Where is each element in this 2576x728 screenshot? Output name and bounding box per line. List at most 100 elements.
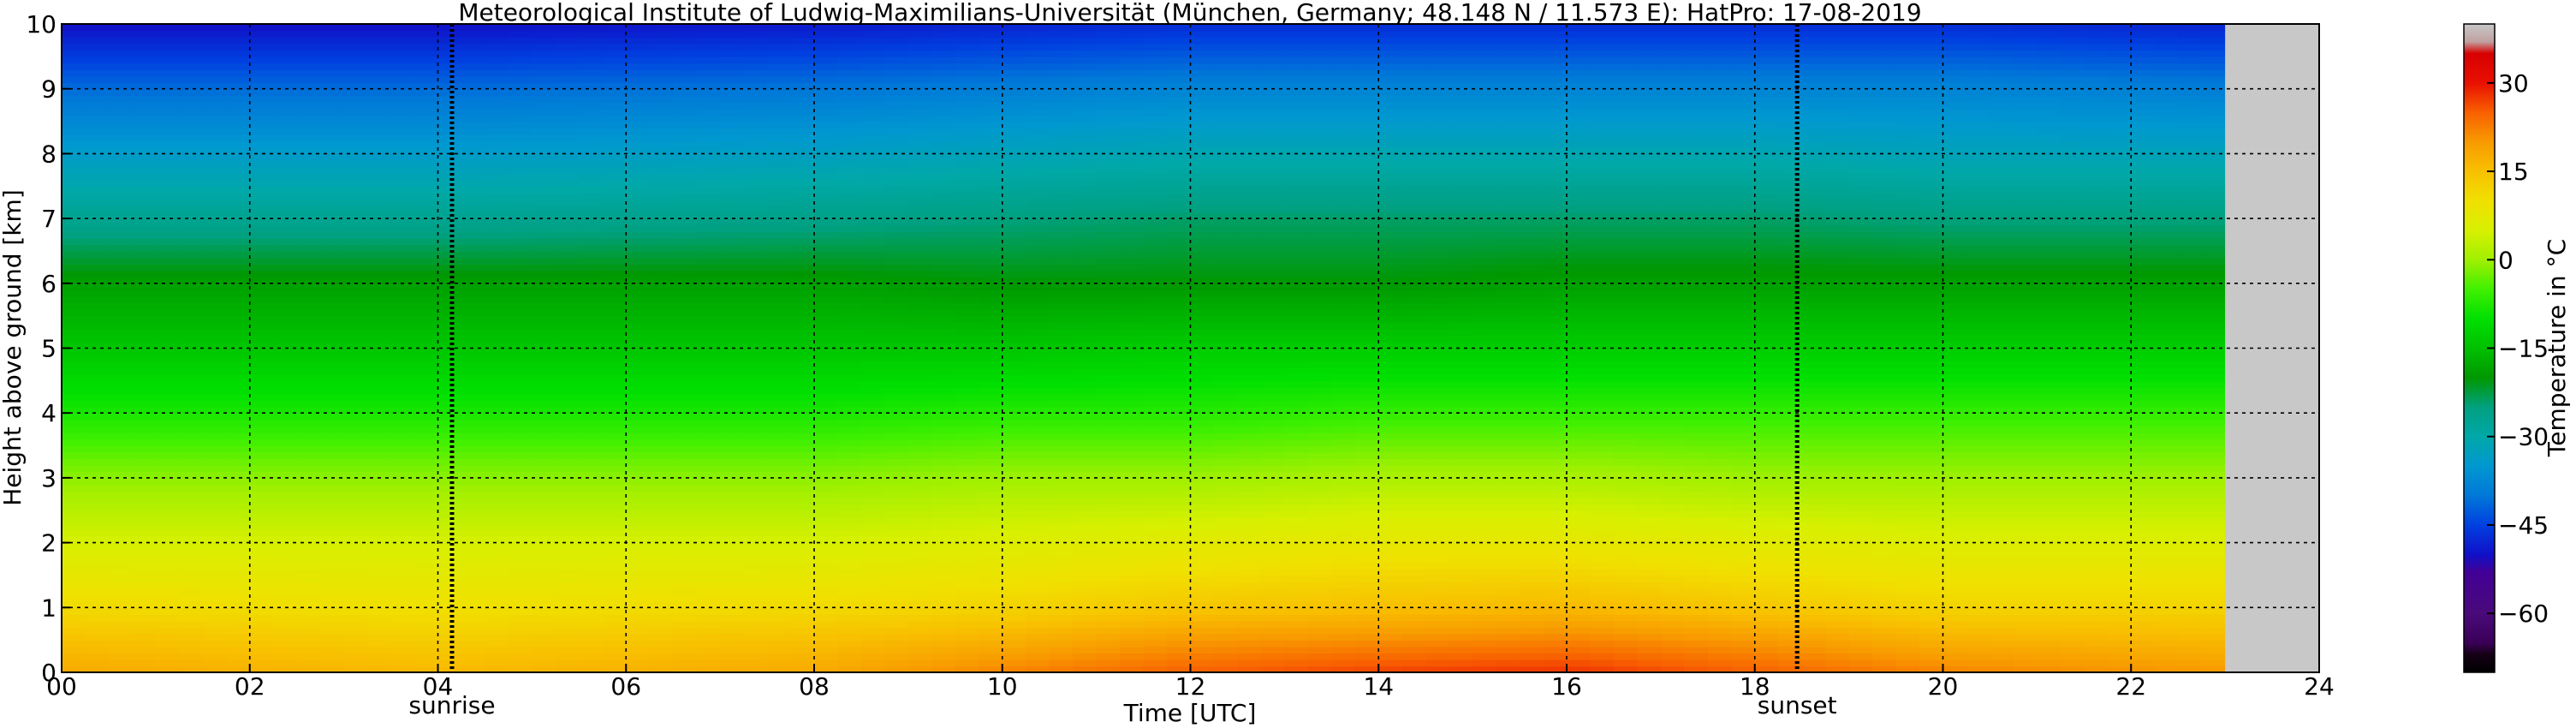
heatmap-cell (1190, 69, 1215, 77)
heatmap-cell (1120, 205, 1145, 213)
heatmap-cell (1026, 30, 1050, 38)
heatmap-cell (955, 361, 980, 369)
heatmap-cell (202, 445, 228, 453)
heatmap-cell (1002, 264, 1027, 272)
heatmap-cell (602, 302, 628, 310)
heatmap-cell (320, 192, 345, 200)
heatmap-cell (626, 600, 651, 609)
heatmap-cell (85, 458, 110, 466)
heatmap-cell (320, 218, 345, 226)
heatmap-cell (743, 179, 768, 188)
heatmap-cell (155, 393, 181, 401)
heatmap-cell (179, 88, 204, 97)
heatmap-cell (837, 264, 862, 272)
heatmap-cell (1143, 218, 1168, 226)
heatmap-cell (273, 270, 298, 278)
heatmap-cell (179, 43, 204, 51)
heatmap-cell (202, 600, 228, 609)
heatmap-cell (1167, 607, 1192, 615)
heatmap-cell (743, 50, 768, 57)
heatmap-cell (85, 153, 110, 161)
heatmap-cell (955, 24, 980, 32)
heatmap-cell (1167, 192, 1192, 200)
heatmap-cell (296, 95, 321, 103)
heatmap-cell (414, 140, 439, 148)
heatmap-cell (85, 302, 110, 310)
heatmap-cell (884, 95, 909, 103)
heatmap-cell (390, 536, 415, 544)
heatmap-cell (673, 199, 698, 206)
heatmap-cell (273, 516, 298, 524)
heatmap-cell (1120, 166, 1145, 174)
heatmap-cell (461, 522, 486, 531)
heatmap-cell (814, 653, 839, 660)
heatmap-cell (907, 373, 933, 382)
heatmap-cell (367, 199, 392, 206)
heatmap-cell (155, 166, 181, 174)
heatmap-cell (884, 56, 909, 64)
heatmap-cell (1120, 328, 1145, 337)
heatmap-cell (555, 367, 580, 375)
heatmap-cell (673, 646, 698, 654)
heatmap-cell (814, 529, 839, 537)
heatmap-cell (1120, 646, 1145, 654)
heatmap-cell (602, 244, 628, 252)
heatmap-cell (1073, 309, 1098, 317)
heatmap-cell (461, 289, 486, 297)
heatmap-cell (907, 594, 933, 602)
heatmap-cell (273, 348, 298, 355)
heatmap-cell (132, 270, 157, 278)
heatmap-cell (1167, 640, 1192, 647)
heatmap-cell (367, 101, 392, 110)
heatmap-cell (1049, 510, 1074, 518)
heatmap-cell (1073, 153, 1098, 161)
heatmap-cell (626, 510, 651, 518)
heatmap-cell (860, 50, 886, 57)
heatmap-cell (390, 491, 415, 498)
heatmap-cell (343, 432, 368, 440)
heatmap-cell (1073, 522, 1098, 531)
heatmap-cell (673, 63, 698, 70)
heatmap-cell (1190, 295, 1215, 304)
heatmap-cell (62, 250, 86, 259)
heatmap-cell (485, 82, 509, 90)
heatmap-cell (931, 464, 956, 473)
heatmap-cell (860, 445, 886, 453)
heatmap-cell (390, 56, 415, 64)
heatmap-cell (1002, 309, 1027, 317)
heatmap-cell (907, 413, 933, 421)
heatmap-cell (296, 82, 321, 90)
heatmap-cell (485, 471, 509, 479)
heatmap-cell (1096, 510, 1121, 518)
heatmap-cell (1096, 82, 1121, 90)
heatmap-cell (367, 289, 392, 297)
heatmap-cell (1073, 400, 1098, 408)
heatmap-cell (837, 43, 862, 51)
heatmap-cell (814, 341, 839, 349)
heatmap-cell (62, 295, 86, 304)
heatmap-cell (108, 600, 134, 609)
heatmap-cell (1096, 264, 1121, 272)
heatmap-cell (85, 218, 110, 226)
heatmap-cell (814, 146, 839, 155)
heatmap-cell (1167, 121, 1192, 128)
heatmap-cell (1120, 627, 1145, 635)
heatmap-cell (743, 653, 768, 660)
heatmap-cell (226, 477, 251, 486)
heatmap-cell (414, 445, 439, 453)
heatmap-cell (85, 522, 110, 531)
heatmap-cell (85, 289, 110, 297)
heatmap-cell (226, 607, 251, 615)
heatmap-cell (790, 153, 815, 161)
heatmap-cell (1073, 237, 1098, 246)
heatmap-cell (955, 283, 980, 291)
heatmap-cell (1120, 218, 1145, 226)
heatmap-cell (390, 322, 415, 330)
heatmap-cell (367, 218, 392, 226)
heatmap-cell (931, 426, 956, 433)
heatmap-cell (790, 244, 815, 252)
heatmap-cell (108, 43, 134, 51)
heatmap-cell (673, 43, 698, 51)
heatmap-cell (979, 594, 1003, 602)
heatmap-cell (907, 56, 933, 64)
